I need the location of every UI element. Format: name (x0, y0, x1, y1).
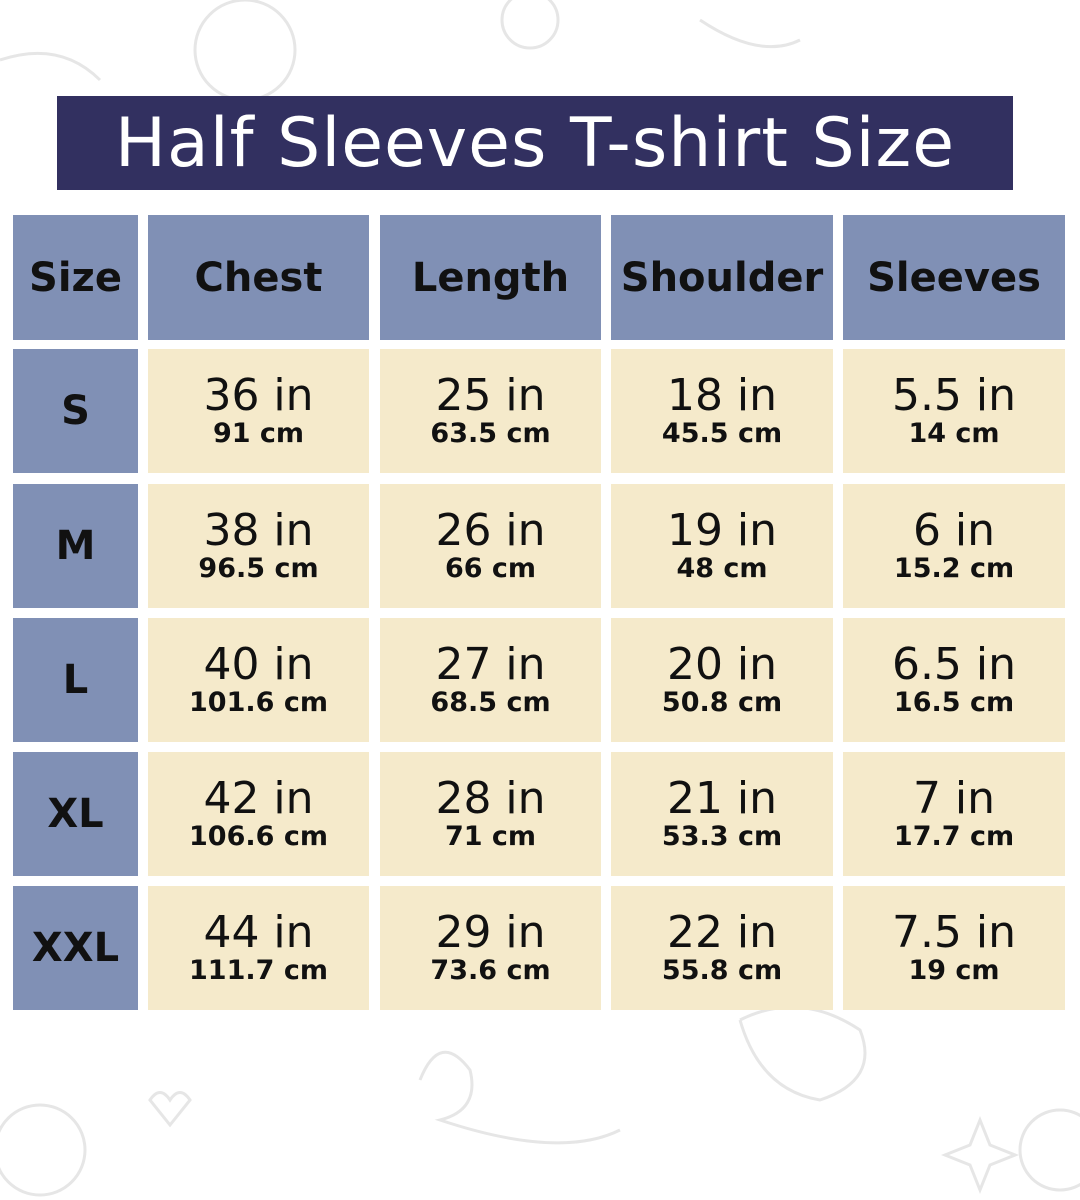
inches-value: 27 in (435, 639, 546, 690)
measurement-cell: 5.5 in 14 cm (843, 349, 1065, 473)
measurement-cell: 36 in 91 cm (148, 349, 369, 473)
cm-value: 68.5 cm (430, 687, 551, 718)
inches-value: 20 in (666, 639, 778, 690)
measurement-cell: 21 in 53.3 cm (611, 752, 833, 876)
measurement-cell: 7.5 in 19 cm (843, 886, 1065, 1010)
measurement-cell: 20 in 50.8 cm (611, 618, 833, 742)
measurement-cell: 19 in 48 cm (611, 484, 833, 608)
inches-value: 25 in (435, 370, 546, 421)
measurement-cell: 28 in 71 cm (380, 752, 601, 876)
inches-value: 7 in (912, 773, 996, 824)
cm-value: 66 cm (444, 553, 537, 584)
cm-value: 53.3 cm (661, 821, 783, 852)
size-label: S (13, 349, 138, 473)
cm-value: 106.6 cm (189, 821, 328, 852)
cm-value: 101.6 cm (189, 687, 328, 718)
inches-value: 42 in (203, 773, 314, 824)
measurement-cell: 42 in 106.6 cm (148, 752, 369, 876)
measurement-cell: 27 in 68.5 cm (380, 618, 601, 742)
measurement-cell: 6.5 in 16.5 cm (843, 618, 1065, 742)
size-label: M (13, 484, 138, 608)
cm-value: 96.5 cm (198, 553, 319, 584)
header-chest: Chest (148, 215, 369, 340)
cm-value: 17.7 cm (893, 821, 1015, 852)
inches-value: 5.5 in (891, 370, 1017, 421)
cm-value: 48 cm (676, 553, 768, 584)
inches-value: 29 in (435, 907, 546, 958)
header-shoulder: Shoulder (611, 215, 833, 340)
size-label: L (13, 618, 138, 742)
cm-value: 55.8 cm (661, 955, 783, 986)
measurement-cell: 38 in 96.5 cm (148, 484, 369, 608)
cm-value: 15.2 cm (893, 553, 1015, 584)
cm-value: 16.5 cm (893, 687, 1015, 718)
inches-value: 6.5 in (891, 639, 1017, 690)
measurement-cell: 18 in 45.5 cm (611, 349, 833, 473)
inches-value: 40 in (203, 639, 314, 690)
inches-value: 22 in (666, 907, 778, 958)
cm-value: 19 cm (908, 955, 1000, 986)
inches-value: 26 in (435, 505, 546, 556)
inches-value: 19 in (666, 505, 778, 556)
header-size: Size (13, 215, 138, 340)
size-label: XXL (13, 886, 138, 1010)
inches-value: 7.5 in (891, 907, 1017, 958)
cm-value: 73.6 cm (430, 955, 551, 986)
page-title: Half Sleeves T-shirt Size (57, 96, 1013, 190)
inches-value: 21 in (666, 773, 778, 824)
cm-value: 63.5 cm (430, 418, 551, 449)
inches-value: 6 in (912, 505, 996, 556)
measurement-cell: 29 in 73.6 cm (380, 886, 601, 1010)
inches-value: 38 in (203, 505, 314, 556)
measurement-cell: 26 in 66 cm (380, 484, 601, 608)
inches-value: 28 in (435, 773, 546, 824)
inches-value: 44 in (203, 907, 314, 958)
measurement-cell: 44 in 111.7 cm (148, 886, 369, 1010)
measurement-cell: 25 in 63.5 cm (380, 349, 601, 473)
cm-value: 45.5 cm (661, 418, 783, 449)
inches-value: 18 in (666, 370, 778, 421)
measurement-cell: 6 in 15.2 cm (843, 484, 1065, 608)
cm-value: 50.8 cm (661, 687, 783, 718)
measurement-cell: 7 in 17.7 cm (843, 752, 1065, 876)
header-sleeves: Sleeves (843, 215, 1065, 340)
measurement-cell: 40 in 101.6 cm (148, 618, 369, 742)
cm-value: 91 cm (212, 418, 305, 449)
inches-value: 36 in (203, 370, 314, 421)
measurement-cell: 22 in 55.8 cm (611, 886, 833, 1010)
header-length: Length (380, 215, 601, 340)
cm-value: 111.7 cm (189, 955, 328, 986)
cm-value: 71 cm (444, 821, 537, 852)
size-label: XL (13, 752, 138, 876)
cm-value: 14 cm (908, 418, 1000, 449)
